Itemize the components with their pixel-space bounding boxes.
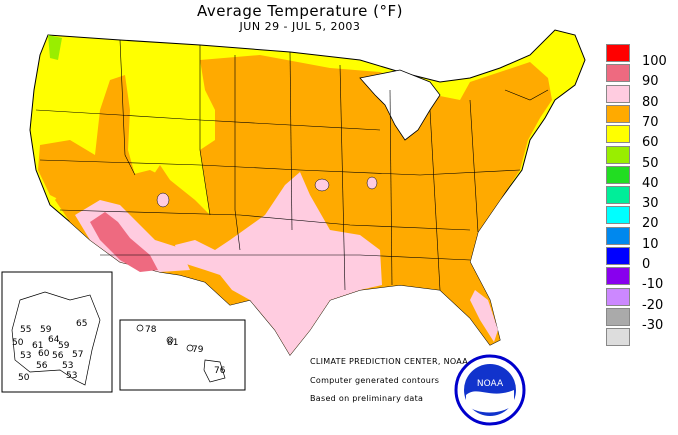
legend-swatch: [606, 307, 630, 326]
alaska-outline: [11, 291, 101, 386]
alaska-value: 53: [62, 361, 73, 371]
alaska-inset: [1, 271, 113, 393]
legend-row: -30: [606, 307, 676, 333]
legend-swatch: [606, 84, 630, 103]
hawaii-value: 78: [145, 325, 157, 335]
legend-swatch: [606, 267, 630, 286]
legend-swatch: [606, 44, 630, 62]
zone-80-90-florida: [470, 290, 498, 342]
credit-line-2: Based on preliminary data: [310, 394, 424, 403]
alaska-value: 56: [52, 351, 64, 361]
legend-label: 20: [642, 216, 659, 232]
legend-row: 20: [606, 206, 676, 231]
hot-spot-kansas: [314, 178, 330, 192]
alaska-values: 55 59 65 50 61 64 59 53 60 56 57 56 53 5…: [12, 319, 87, 383]
alaska-value: 59: [40, 325, 52, 335]
zone-70-80-west: [38, 75, 175, 220]
hawaii-value: 76: [214, 366, 226, 376]
legend-row: 60: [606, 125, 676, 150]
zone-90-100-desert: [90, 212, 158, 272]
legend-row: 0: [606, 247, 676, 272]
legend-swatch: [606, 165, 630, 184]
legend-label: 40: [642, 175, 659, 191]
credit-line-1: Computer generated contours: [310, 376, 440, 385]
legend-row: 100: [606, 44, 676, 69]
legend-label: 10: [642, 236, 659, 252]
legend-swatch: [606, 125, 630, 144]
legend-swatch: [606, 328, 630, 347]
legend-row: 30: [606, 186, 676, 211]
hot-spot-illinois: [366, 176, 378, 190]
legend-row: -10: [606, 267, 676, 292]
legend-swatch: [606, 287, 630, 306]
hawaii-islands: [136, 324, 226, 383]
legend-label: 30: [642, 196, 659, 212]
legend-label: 100: [642, 54, 667, 69]
legend-label: 90: [642, 74, 659, 90]
hot-spot-utah: [156, 192, 170, 208]
noaa-logo: NOAA: [454, 354, 526, 426]
legend-swatch: [606, 104, 630, 123]
legend-swatch: [606, 247, 630, 265]
legend-row: 90: [606, 64, 676, 89]
legend-label: -30: [642, 317, 664, 333]
legend-label: -10: [642, 277, 664, 293]
alaska-value: 56: [36, 361, 48, 371]
legend-row: 80: [606, 84, 676, 110]
hawaii-values: 78 81 79 76: [145, 325, 226, 376]
alaska-value: 53: [66, 371, 77, 381]
legend-row: 10: [606, 226, 676, 252]
legend-label: 80: [642, 94, 659, 110]
map-subtitle: JUN 29 - JUL 5, 2003: [239, 20, 361, 33]
alaska-value: 60: [38, 349, 50, 359]
alaska-value: 65: [76, 319, 87, 329]
alaska-value: 61: [32, 341, 43, 351]
alaska-value: 59: [58, 341, 70, 351]
alaska-value: 55: [20, 325, 31, 335]
legend-label: 70: [642, 114, 659, 130]
hawaii-value: 79: [192, 345, 204, 355]
legend-row: 40: [606, 165, 676, 191]
credit-center: CLIMATE PREDICTION CENTER, NOAA: [310, 357, 469, 366]
legend-swatch: [606, 145, 630, 164]
alaska-value: 53: [20, 351, 31, 361]
zone-50-60-northwest: [48, 35, 62, 60]
alaska-value: 50: [18, 373, 30, 383]
legend-swatch: [606, 206, 630, 225]
legend-label: -20: [642, 297, 664, 313]
hawaii-value: 81: [167, 338, 178, 348]
legend-swatch: [606, 64, 630, 83]
legend-row: -20: [606, 287, 676, 313]
noaa-logo-text: NOAA: [477, 379, 504, 389]
legend-label: 0: [642, 257, 651, 272]
state-lines: [35, 39, 549, 291]
alaska-value: 50: [12, 338, 24, 348]
alaska-value: 64: [48, 335, 60, 345]
zone-80-90-south: [175, 172, 382, 355]
legend-swatch: [606, 226, 630, 245]
great-lakes: [359, 69, 441, 141]
legend-row: 50: [606, 145, 676, 171]
legend-row: 70: [606, 104, 676, 130]
legend-swatch: [606, 186, 630, 205]
legend-label: 50: [642, 155, 659, 171]
legend-label: 60: [642, 135, 659, 151]
map-title: Average Temperature (°F): [197, 2, 403, 20]
alaska-value: 57: [72, 350, 83, 360]
legend-row: [606, 328, 676, 348]
